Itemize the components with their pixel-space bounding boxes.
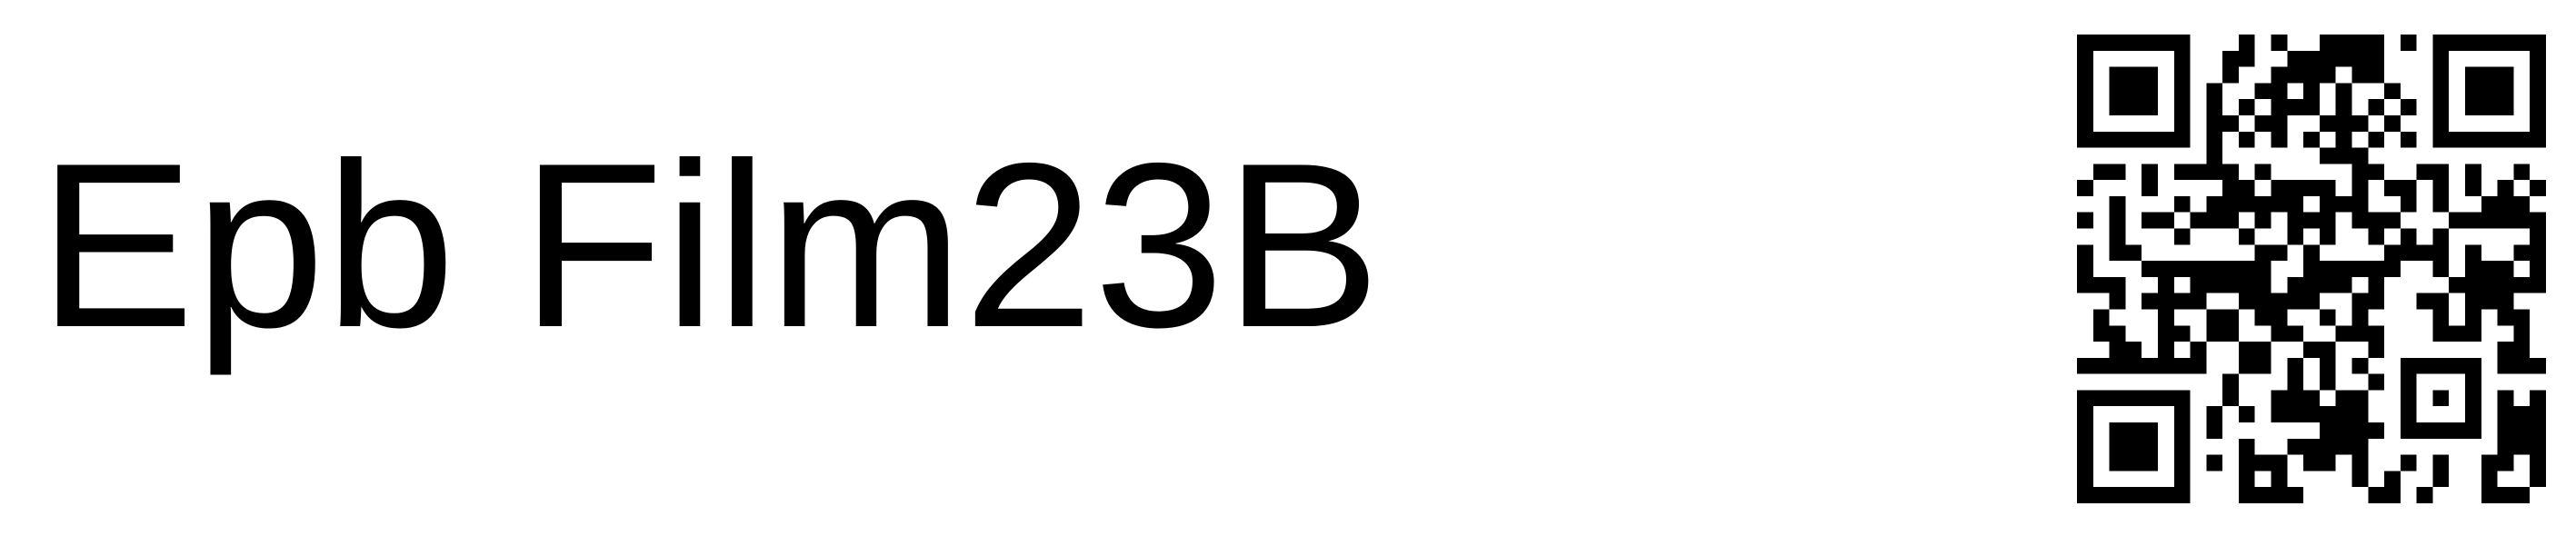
label-title: Epb Film23B [38,114,1381,376]
qr-code-icon [2077,35,2546,503]
